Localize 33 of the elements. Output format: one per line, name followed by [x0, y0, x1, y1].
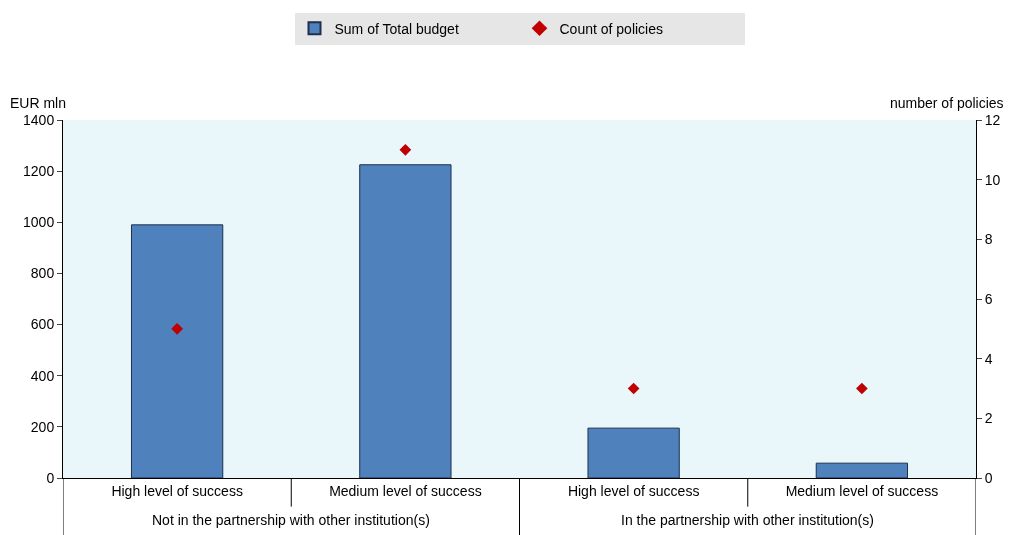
point — [856, 382, 868, 395]
y-tick-label: 600 — [30, 316, 55, 333]
bar — [587, 427, 680, 478]
y-tick-label: 800 — [30, 265, 55, 282]
bar — [815, 462, 909, 478]
y-tick-label: 1400 — [23, 111, 55, 128]
text: In the partnership with other institution(s) — [621, 512, 874, 528]
point — [627, 382, 640, 395]
y-tick-label: 200 — [30, 418, 55, 435]
y2-tick-label: 2 — [984, 410, 993, 427]
y2-tick-label: 12 — [984, 111, 1001, 128]
text: Not in the partnership with other institution(s) — [152, 512, 430, 528]
y-tick-label: 0 — [46, 469, 55, 486]
y2-axis-title: number of policies — [890, 95, 1004, 111]
y-tick-label: 1000 — [23, 214, 55, 231]
bar — [359, 164, 452, 478]
x-tick-label: Medium level of success — [785, 482, 939, 499]
y2-tick-label: 6 — [984, 290, 993, 307]
y2-tick-label: 10 — [984, 171, 1001, 188]
y-tick-label: 400 — [30, 367, 55, 384]
bar — [130, 224, 224, 478]
legend-label: Sum of Total budget — [334, 20, 459, 37]
y2-tick-label: 8 — [984, 231, 993, 248]
y-tick-label: 1200 — [23, 163, 55, 180]
y-axis-title: EUR mln — [10, 95, 67, 111]
y2-tick-label: 0 — [984, 469, 993, 486]
y2-tick-label: 4 — [984, 350, 993, 367]
x-tick-label: High level of success — [111, 482, 243, 499]
x-tick-label: Medium level of success — [329, 482, 482, 499]
point — [399, 143, 412, 156]
x-tick-label: High level of success — [567, 482, 700, 499]
legend-label: Count of policies — [559, 20, 664, 37]
point — [171, 322, 183, 335]
